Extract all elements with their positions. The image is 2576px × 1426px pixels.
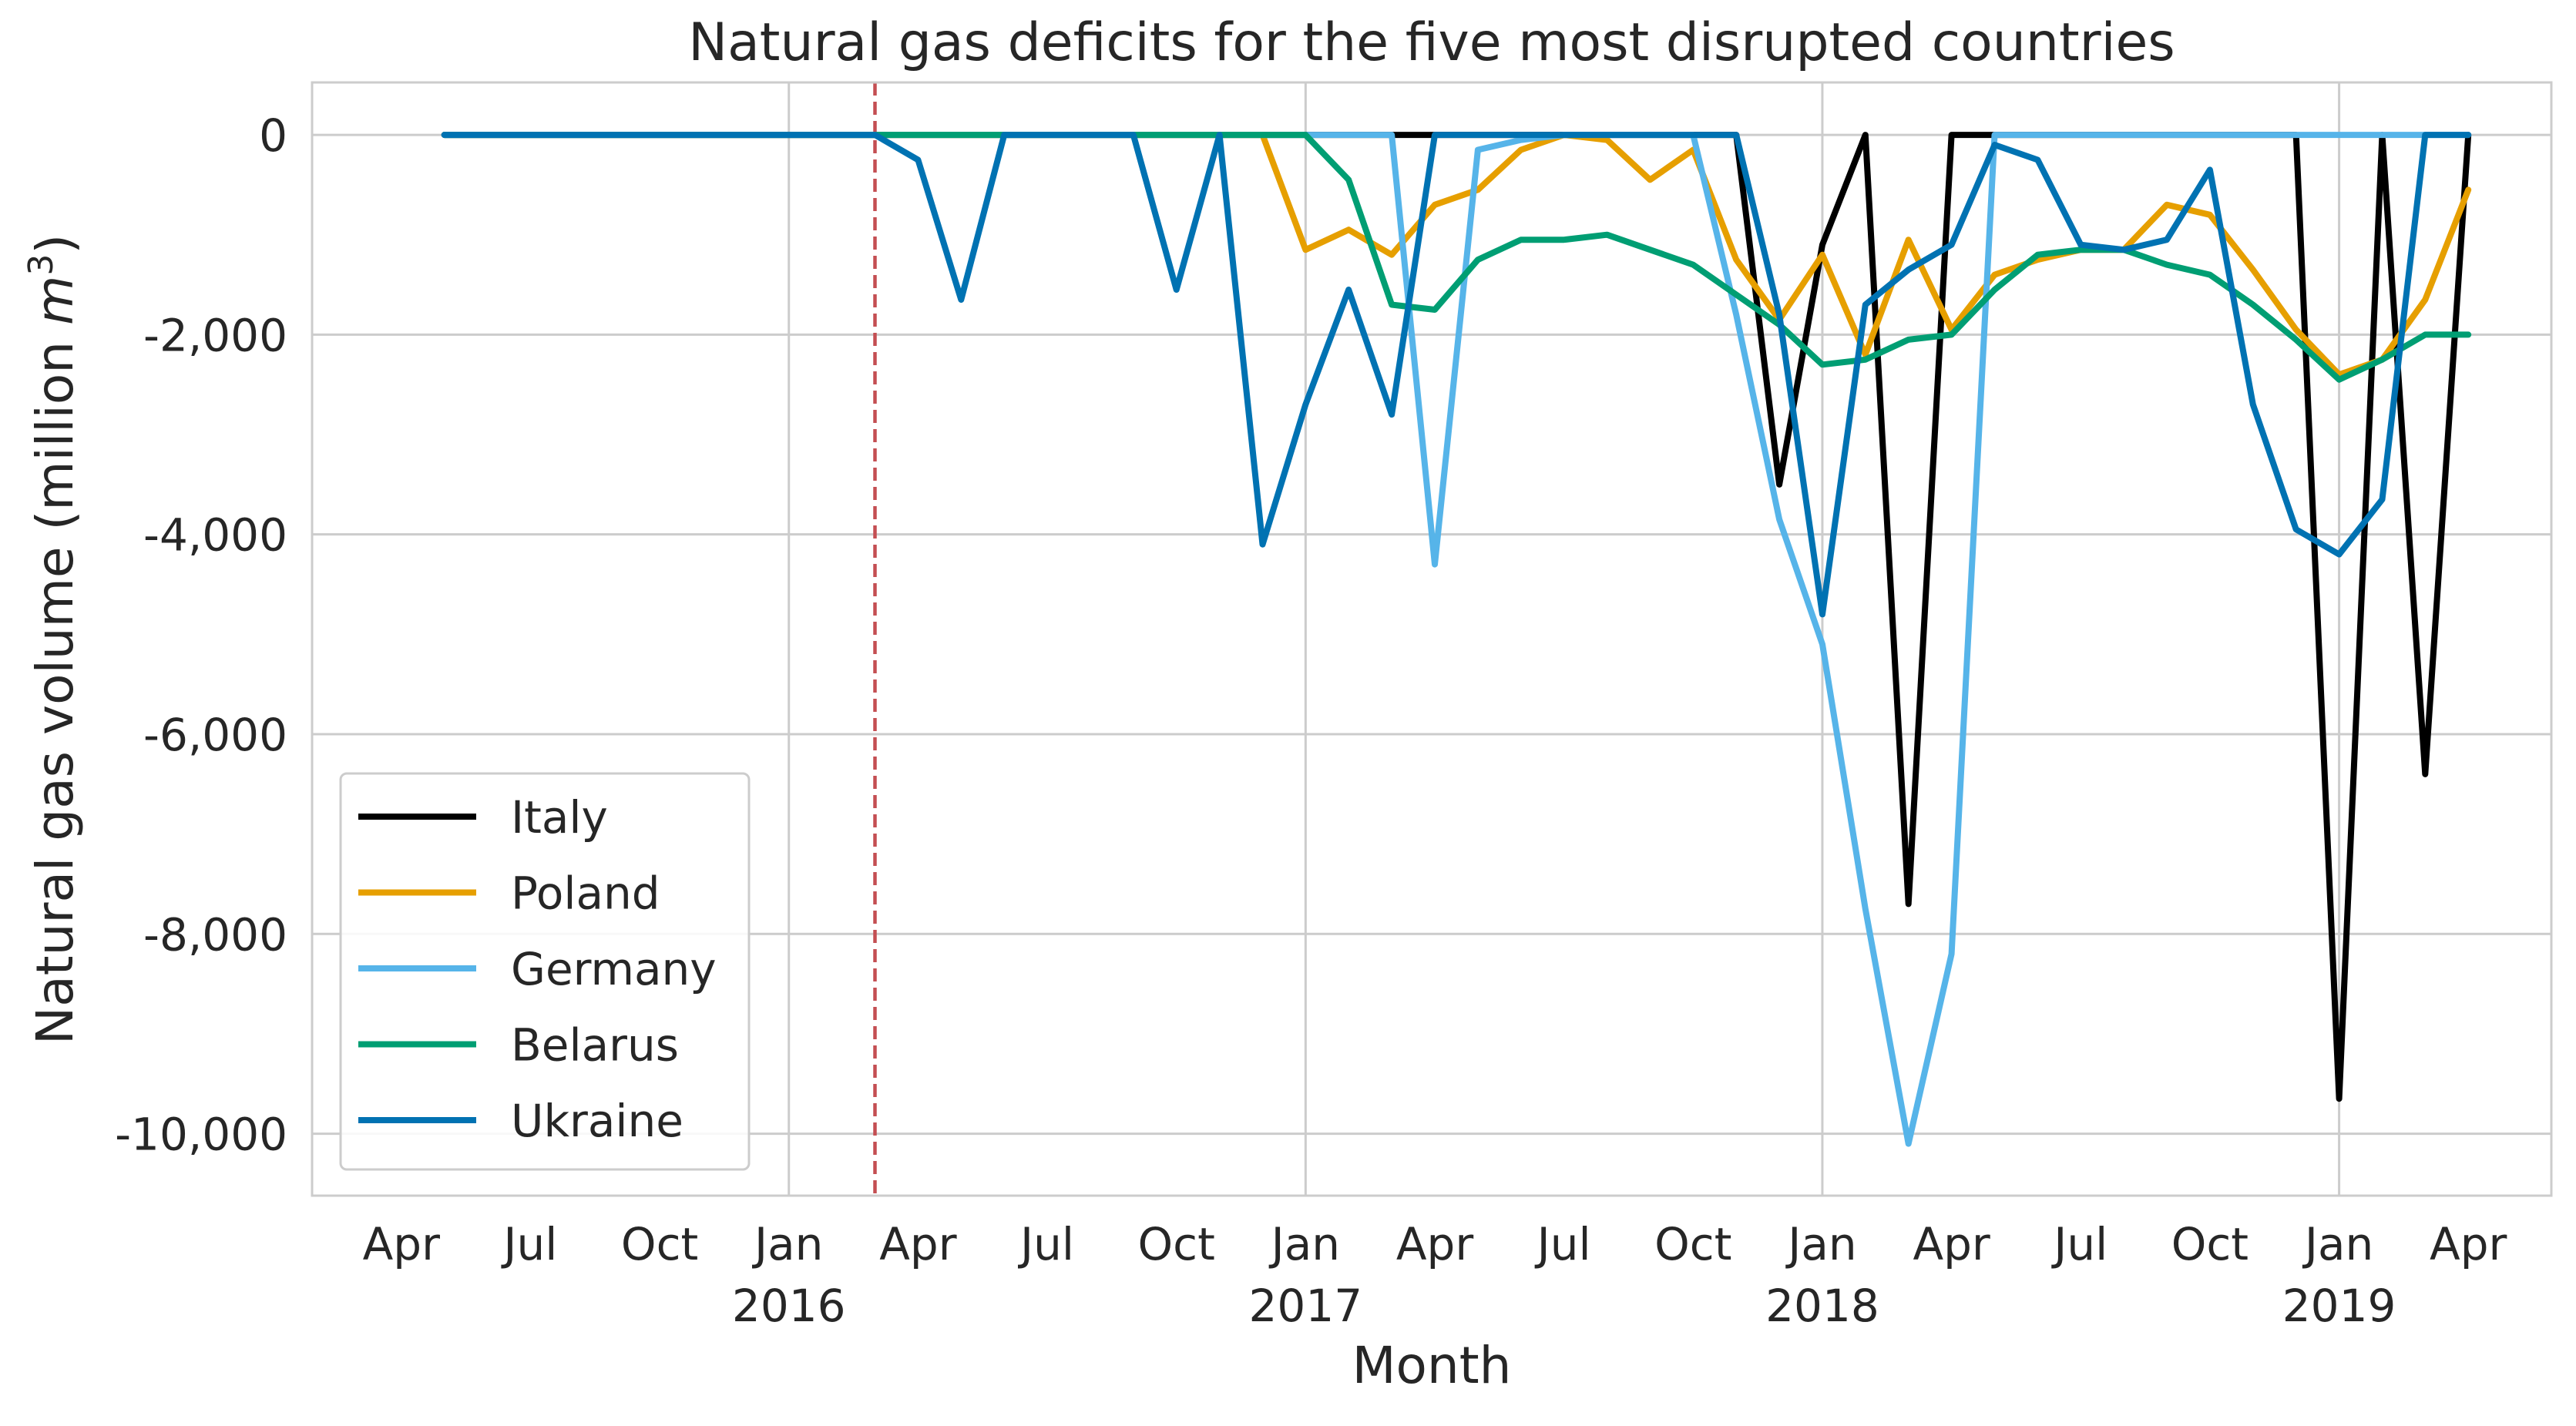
x-tick-label: Jan — [1785, 1218, 1856, 1270]
y-axis-label-main: Natural gas volume (million — [25, 325, 85, 1045]
x-tick-label: Apr — [363, 1218, 440, 1270]
x-tick-label: Oct — [1654, 1218, 1731, 1270]
y-tick-label: -2,000 — [143, 309, 287, 361]
x-tick-label: Apr — [2430, 1218, 2507, 1270]
legend-label: Ukraine — [511, 1095, 683, 1147]
legend-label: Poland — [511, 867, 660, 920]
x-tick-label: Jan — [2302, 1218, 2373, 1270]
legend: Italy Poland Germany Belarus Ukraine — [339, 772, 751, 1171]
x-tick-label: Oct — [2171, 1218, 2249, 1270]
x-tick-label: Apr — [1396, 1218, 1473, 1270]
y-tick-label: 0 — [259, 109, 287, 162]
y-tick-label: -4,000 — [143, 509, 287, 562]
legend-label: Italy — [511, 791, 608, 844]
x-tick-year-label: 2017 — [1249, 1280, 1363, 1332]
y-axis-label: Natural gas volume (million m3) — [22, 234, 85, 1045]
y-tick-label: -10,000 — [115, 1109, 287, 1161]
x-tick-label: Jan — [1269, 1218, 1340, 1270]
x-tick-label: Jan — [752, 1218, 823, 1270]
legend-label: Belarus — [511, 1019, 679, 1072]
x-tick-label: Jul — [1535, 1218, 1591, 1270]
y-axis-label-exp: 3 — [22, 254, 61, 276]
x-tick-year-label: 2016 — [732, 1280, 846, 1332]
y-tick-labels: 0 -2,000 -4,000 -6,000 -8,000 -10,000 — [115, 109, 287, 1161]
x-tick-label: Oct — [1138, 1218, 1215, 1270]
plot-frame — [311, 81, 2553, 1197]
legend-box — [339, 772, 751, 1171]
legend-label: Germany — [511, 943, 717, 995]
x-tick-labels: Apr Jul Oct Jan 2016 Apr Jul Oct Jan 2017 Apr Jul Oc… — [363, 1218, 2507, 1332]
x-tick-year-label: 2019 — [2282, 1280, 2396, 1332]
y-axis-label-unit: m — [25, 276, 85, 325]
y-axis-label-close: ) — [25, 234, 85, 254]
chart-title: Natural gas deficits for the five most d… — [688, 12, 2175, 73]
y-tick-label: -8,000 — [143, 908, 287, 961]
series-lines — [441, 132, 2472, 1147]
x-tick-year-label: 2018 — [1765, 1280, 1879, 1332]
x-tick-label: Jul — [501, 1218, 557, 1270]
x-tick-label: Apr — [879, 1218, 956, 1270]
series-line-ukraine — [441, 132, 2472, 618]
x-tick-label: Jul — [2051, 1218, 2107, 1270]
x-axis-label: Month — [1352, 1336, 1512, 1395]
x-tick-label: Jul — [1018, 1218, 1074, 1270]
x-tick-label: Oct — [621, 1218, 698, 1270]
x-tick-label: Apr — [1913, 1218, 1990, 1270]
y-tick-label: -6,000 — [143, 709, 287, 761]
